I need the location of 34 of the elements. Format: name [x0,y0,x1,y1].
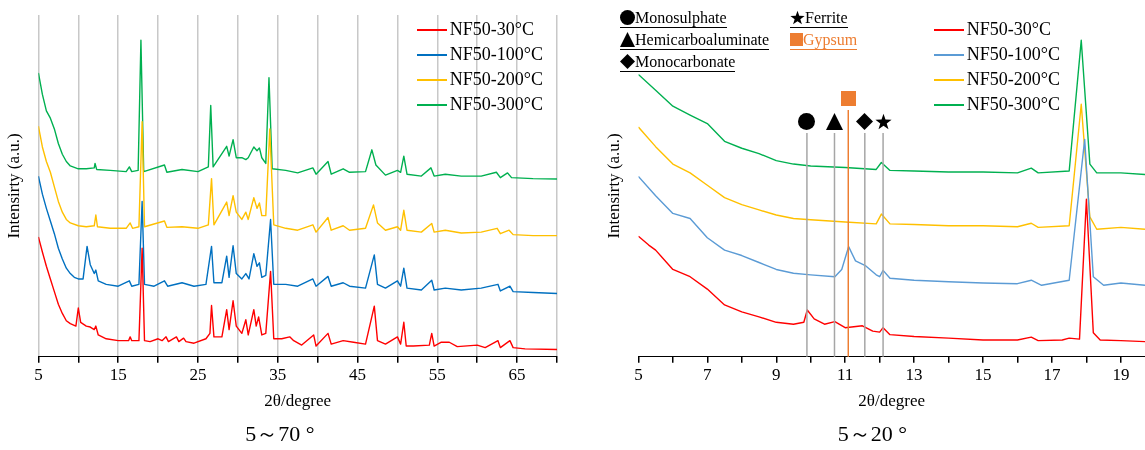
legend-label: NF50-30°C [449,18,534,41]
x-tick-label: 19 [1112,365,1130,385]
text: Ferrite [805,8,848,27]
legend-label: NF50-200°C [449,68,543,91]
x-tick-label: 55 [428,365,446,385]
x-tick-label: 13 [905,365,923,385]
annotation: Monocarbonate [635,52,736,71]
x-tick-label: 7 [703,365,713,385]
y-axis-title: Intensirty (a.u.) [3,133,23,239]
x-tick-label: 17 [1043,365,1061,385]
x-tick-label: 9 [772,365,781,385]
annotation: Gypsum [803,30,858,49]
legend-label: NF50-300°C [449,93,543,116]
x-tick-label: 65 [508,365,526,385]
x-tick-label: 25 [189,365,207,385]
legend-label: NF50-100°C [449,43,543,66]
x-tick-label: 35 [269,365,287,385]
x-tick-label: 15 [974,365,992,385]
text: Monosulphate [635,8,727,27]
y-axis-title: Intensirty (a.u.) [603,133,623,239]
legend-label: NF50-200°C [966,68,1060,91]
x-axis-title: 2θ/degree [264,390,332,410]
x-tick-label: 45 [349,365,367,385]
text: 5～20 ° [837,420,908,446]
x-tick-label: 5 [34,365,43,385]
x-axis-title: 2θ/degree [858,390,926,410]
text: 5～70 ° [245,420,315,446]
x-tick-label: 11 [836,365,854,385]
annotation: Hemicarboaluminate [635,30,770,49]
legend-label: NF50-30°C [966,18,1051,41]
x-tick-label: 15 [109,365,127,385]
legend-label: NF50-300°C [966,93,1060,116]
x-tick-label: 5 [634,365,643,385]
legend-label: NF50-100°C [966,43,1060,66]
